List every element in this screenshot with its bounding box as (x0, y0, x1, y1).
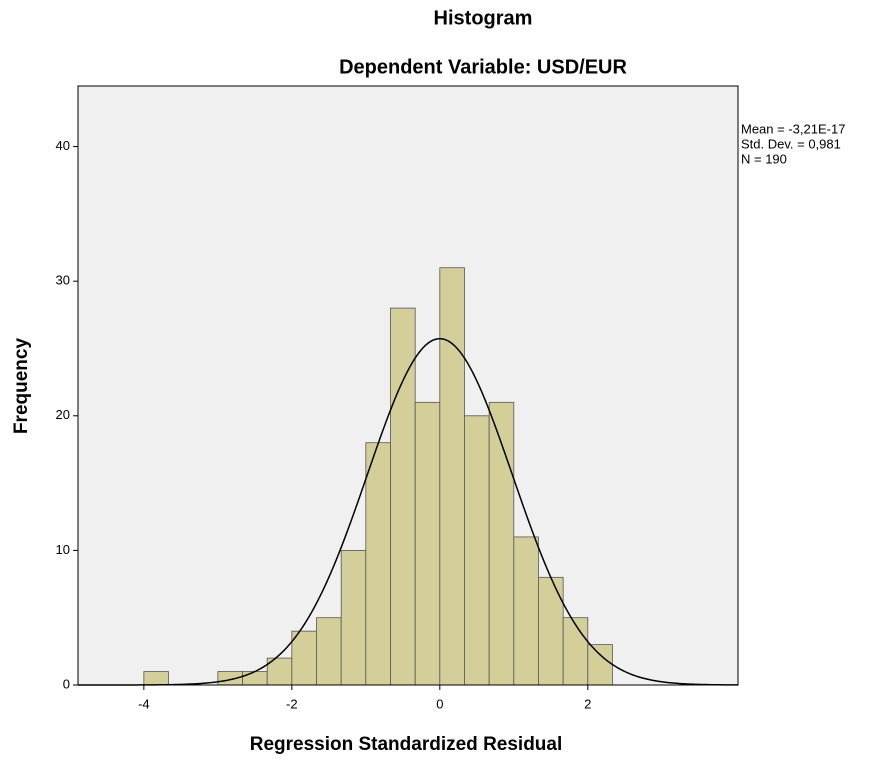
bar (439, 267, 465, 686)
chart-title: Histogram (434, 7, 533, 29)
bar (464, 415, 490, 686)
normal-curve (78, 337, 739, 686)
bar (562, 617, 589, 686)
bar (414, 401, 441, 686)
x-tick-label: -4 (138, 696, 150, 711)
y-tick-label: 10 (56, 542, 70, 557)
x-tick-label: 2 (584, 696, 591, 711)
chart-subtitle: Dependent Variable: USD/EUR (339, 56, 627, 78)
bar (365, 442, 391, 686)
bar (587, 644, 613, 686)
bar (316, 617, 342, 686)
plot-frame (77, 85, 739, 686)
bar (340, 549, 367, 686)
y-tick-label: 0 (63, 676, 70, 691)
y-tick-label: 40 (56, 138, 70, 153)
bar (242, 671, 268, 686)
y-tick-label: 20 (56, 407, 70, 422)
stat-n: N = 190 (741, 151, 787, 166)
x-tick-label: 0 (436, 696, 443, 711)
bar (513, 536, 539, 686)
bar (291, 630, 317, 686)
bar (143, 671, 169, 686)
stat-std: Std. Dev. = 0,981 (741, 136, 841, 151)
stat-mean: Mean = -3,21E-17 (741, 121, 845, 136)
y-axis-label: Frequency (11, 338, 32, 435)
bar (538, 576, 564, 686)
x-axis-label: Regression Standardized Residual (250, 734, 563, 755)
y-tick-label: 30 (56, 273, 70, 288)
x-tick-label: -2 (286, 696, 298, 711)
